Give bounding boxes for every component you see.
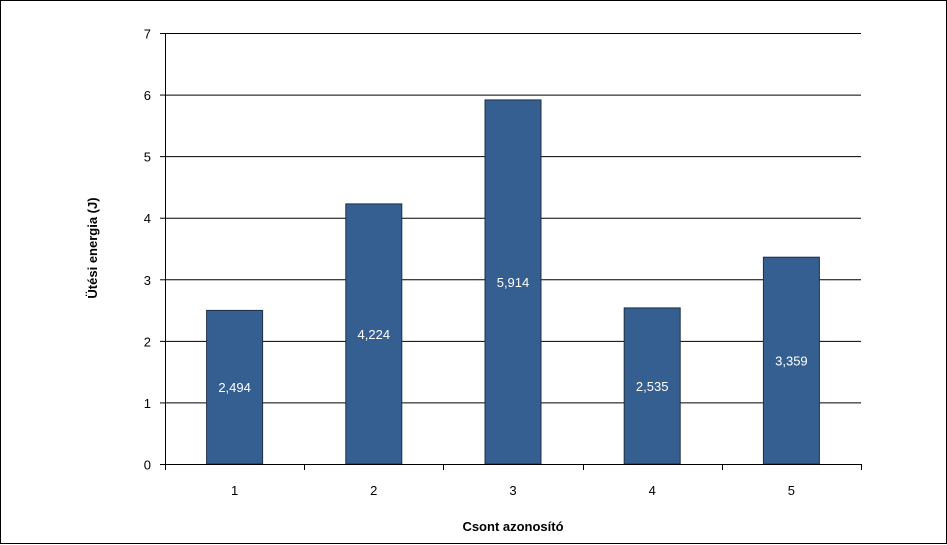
bar-3: [484, 99, 542, 465]
data-label-1: 2,494: [218, 380, 251, 395]
data-label-4: 2,535: [636, 379, 669, 394]
data-label-2: 4,224: [358, 327, 391, 342]
axes: [160, 33, 862, 470]
x-tick-label-4: 4: [649, 483, 656, 498]
x-axis-title: Csont azonosító: [462, 519, 563, 534]
data-label-3: 5,914: [497, 275, 530, 290]
bar-2: [345, 203, 403, 465]
bar-5: [762, 256, 820, 465]
data-label-5: 3,359: [775, 354, 808, 369]
y-tick-label: 5: [144, 150, 151, 165]
y-axis-title: Ütési energia (J): [85, 197, 100, 298]
bars: [206, 99, 820, 465]
x-tick-label-2: 2: [370, 483, 377, 498]
bar-4: [623, 307, 681, 465]
y-tick-label: 2: [144, 334, 151, 349]
x-tick-label-1: 1: [231, 483, 238, 498]
y-tick-label: 3: [144, 273, 151, 288]
x-tick-label-5: 5: [788, 483, 795, 498]
y-tick-label: 7: [144, 27, 151, 42]
y-tick-label: 1: [144, 396, 151, 411]
y-tick-label: 6: [144, 88, 151, 103]
x-tick-label-3: 3: [509, 483, 516, 498]
labels: 0 1 2 3 4 5 6 7 2,494 1 4,224 2 5,914 3 2,535 4 3,359 5: [144, 27, 808, 499]
y-tick-label: 0: [144, 458, 151, 473]
y-tick-label: 4: [144, 211, 151, 226]
